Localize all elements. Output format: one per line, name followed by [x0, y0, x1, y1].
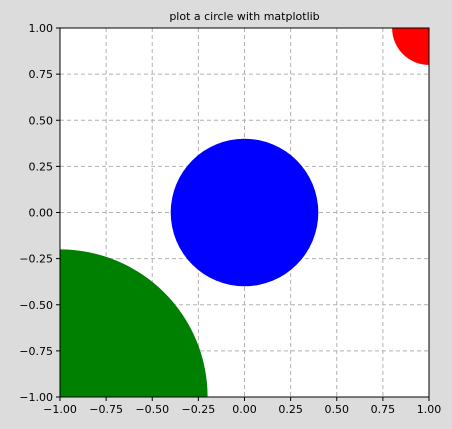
y-tick-label: 1.00	[29, 22, 54, 35]
y-tick-label: 0.00	[29, 207, 54, 220]
x-tick-label: 0.00	[232, 403, 257, 416]
y-tick-label: 0.75	[29, 68, 54, 81]
circle-patch	[60, 249, 208, 397]
y-tick-label: −1.00	[19, 391, 53, 404]
y-tick-label: 0.25	[29, 160, 54, 173]
x-tick-label: 0.25	[278, 403, 303, 416]
axis-ticks: −1.00 −0.75 −0.50 −0.25 0.00 0.25 0.50 0.75 1.00…	[19, 22, 441, 416]
y-tick-label: −0.75	[19, 345, 53, 358]
chart-title: plot a circle with matplotlib	[169, 10, 319, 23]
y-tick-label: −0.50	[19, 299, 53, 312]
circle-patch	[170, 138, 319, 287]
x-tick-label: 0.75	[371, 403, 396, 416]
x-tick-label: 0.50	[325, 403, 350, 416]
x-tick-label: −0.50	[135, 403, 169, 416]
x-tick-label: −0.75	[89, 403, 123, 416]
x-tick-label: −1.00	[43, 403, 77, 416]
x-tick-label: 1.00	[417, 403, 442, 416]
y-tick-label: −0.25	[19, 253, 53, 266]
x-tick-label: −0.25	[182, 403, 216, 416]
y-tick-label: 0.50	[29, 114, 54, 127]
circle-patch	[392, 28, 429, 65]
